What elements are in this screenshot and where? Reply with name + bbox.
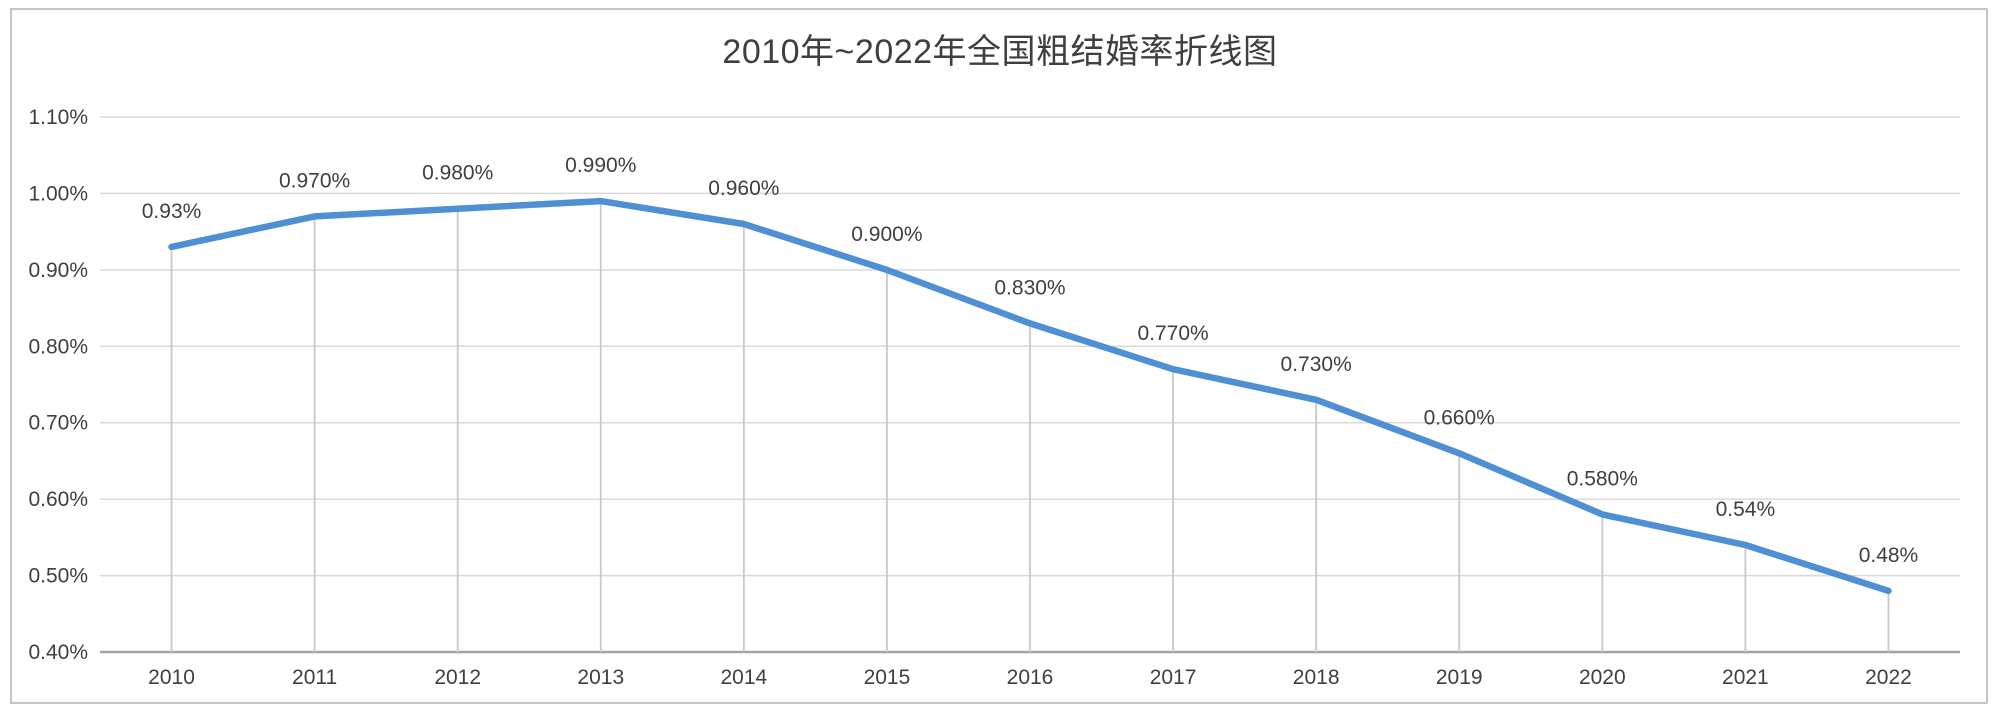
data-label: 0.830% [994,276,1065,299]
data-label: 0.970% [279,169,350,192]
data-label: 0.48% [1859,544,1919,567]
y-tick-label: 0.80% [28,335,88,358]
y-tick-label: 1.10% [28,106,88,129]
y-axis-labels: 0.40% 0.50% 0.60% 0.70% 0.80% 0.90% 1.00% 1.10% [28,106,88,664]
data-label: 0.980% [422,162,493,185]
x-tick-label: 2019 [1436,666,1483,689]
marriage-rate-line [168,197,1892,595]
x-tick-label: 2018 [1293,666,1340,689]
data-label: 0.580% [1567,467,1638,490]
data-label: 0.54% [1716,498,1776,521]
chart-title: 2010年~2022年全国粗结婚率折线图 [722,33,1278,71]
x-tick-label: 2015 [864,666,911,689]
y-tick-label: 0.90% [28,259,88,282]
x-tick-label: 2014 [720,666,767,689]
y-tick-label: 0.40% [28,641,88,664]
data-label: 0.93% [142,200,202,223]
y-tick-label: 0.60% [28,488,88,511]
data-label: 0.770% [1137,322,1208,345]
y-tick-label: 0.50% [28,565,88,588]
data-label: 0.960% [708,177,779,200]
data-labels: 0.93% 0.970% 0.980% 0.990% 0.960% 0.900% 0.830… [142,154,1918,567]
data-label: 0.900% [851,223,922,246]
droplines [170,201,1890,652]
chart-frame [10,8,1988,704]
x-tick-label: 2011 [292,666,337,689]
data-label: 0.990% [565,154,636,177]
x-tick-label: 2020 [1579,666,1626,689]
x-tick-label: 2016 [1007,666,1054,689]
x-tick-label: 2012 [434,666,481,689]
data-label: 0.730% [1281,353,1352,376]
y-tick-label: 0.70% [28,412,88,435]
x-axis-labels: 2010 2011 2012 2013 2014 2015 2016 2017 2018 2019… [148,666,1912,689]
data-label: 0.660% [1424,406,1495,429]
x-tick-label: 2021 [1722,666,1769,689]
series-line [168,197,1892,595]
x-tick-label: 2010 [148,666,195,689]
x-tick-label: 2013 [577,666,624,689]
x-tick-label: 2017 [1150,666,1197,689]
x-tick-label: 2022 [1865,666,1912,689]
y-tick-label: 1.00% [28,182,88,205]
